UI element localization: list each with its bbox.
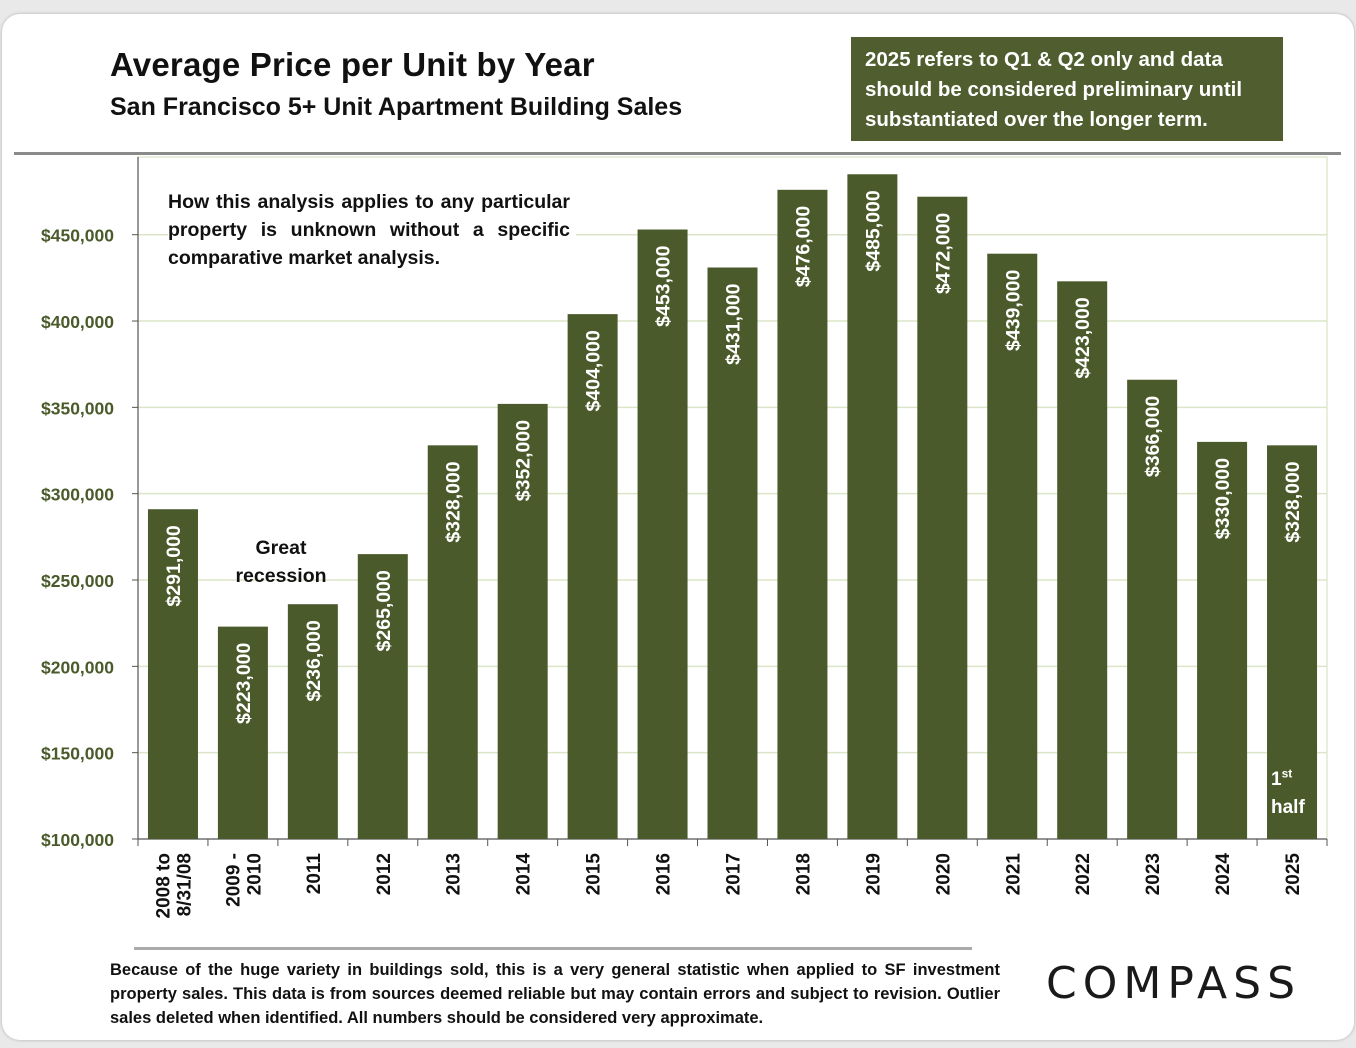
y-tick-label: $150,000 (41, 744, 114, 764)
bar (287, 604, 338, 839)
footnote: Because of the huge variety in buildings… (110, 961, 1000, 1027)
bar-value-label: $352,000 (513, 420, 535, 501)
bar (917, 196, 968, 839)
y-tick-label: $200,000 (41, 657, 114, 677)
caveat-text: How this analysis applies to any particu… (168, 188, 576, 276)
x-category-label: 2009 - (223, 853, 244, 907)
x-category-label: 2023 (1143, 853, 1164, 895)
bar-value-label: $431,000 (723, 283, 745, 364)
bar (1267, 445, 1318, 839)
header-divider (14, 152, 1341, 155)
x-category-label: 2019 (863, 853, 884, 895)
x-category-label: 2024 (1213, 853, 1234, 896)
y-tick-label: $100,000 (41, 830, 114, 850)
recession-annotation: Great recession (235, 537, 327, 587)
bar-value-label: $328,000 (1282, 461, 1304, 542)
x-category-label: 8/31/08 (174, 853, 195, 916)
bar-value-label: $330,000 (1212, 458, 1234, 539)
bar-value-label: $476,000 (792, 206, 814, 287)
x-category-label: 2017 (724, 853, 745, 895)
footer-divider (134, 947, 972, 950)
x-category-label: 2025 (1283, 853, 1304, 896)
x-category-label: 2021 (1003, 853, 1024, 896)
compass-logo: COMPASS (1046, 958, 1301, 1009)
bar-value-label: $439,000 (1002, 270, 1024, 351)
bar (147, 509, 198, 839)
half-ordinal-suffix: st (1281, 766, 1293, 781)
bar (357, 554, 408, 839)
half-word: half (1271, 797, 1305, 818)
bar-value-label: $328,000 (443, 461, 465, 542)
y-tick-label: $450,000 (41, 226, 114, 246)
bar-value-label: $472,000 (932, 213, 954, 294)
bar (217, 626, 268, 839)
bar-value-label: $366,000 (1142, 396, 1164, 477)
x-category-label: 2016 (654, 853, 675, 895)
bar (1197, 441, 1248, 839)
bar (1057, 281, 1108, 839)
y-tick-label: $400,000 (41, 312, 114, 332)
x-category-label: 2010 (244, 853, 265, 895)
bar (497, 403, 548, 839)
first-half-annotation: 1st half (1271, 766, 1305, 822)
x-category-label: 2013 (444, 853, 465, 895)
bar-value-label: $291,000 (163, 525, 185, 606)
x-category-label: 2018 (793, 853, 814, 895)
y-tick-label: $350,000 (41, 398, 114, 418)
bar (777, 189, 828, 840)
bar (1127, 379, 1178, 839)
x-category-label: 2020 (933, 853, 954, 895)
bar (637, 229, 688, 839)
chart-subtitle: San Francisco 5+ Unit Apartment Building… (110, 93, 683, 121)
bar-value-label: $265,000 (373, 570, 395, 651)
x-category-label: 2022 (1073, 853, 1094, 895)
x-category-label: 2011 (304, 853, 325, 895)
bar (847, 174, 898, 840)
bar-value-label: $485,000 (862, 190, 884, 271)
bar (567, 314, 618, 839)
bar (987, 253, 1038, 840)
bar-value-label: $236,000 (303, 620, 325, 701)
bar-value-label: $423,000 (1072, 297, 1094, 378)
bar-value-label: $223,000 (233, 642, 255, 723)
y-tick-label: $250,000 (41, 571, 114, 591)
chart-title: Average Price per Unit by Year (110, 46, 595, 83)
x-category-label: 2014 (514, 853, 535, 896)
half-ordinal: 1 (1271, 769, 1282, 790)
x-category-label: 2008 to (153, 853, 174, 918)
bar-value-label: $453,000 (653, 245, 675, 326)
x-category-label: 2015 (584, 853, 605, 896)
bar (427, 445, 478, 839)
y-tick-label: $300,000 (41, 485, 114, 505)
x-category-label: 2012 (374, 853, 395, 895)
preliminary-note-box: 2025 refers to Q1 & Q2 only and data sho… (851, 37, 1283, 141)
bar-value-label: $404,000 (583, 330, 605, 411)
bar (707, 267, 758, 840)
